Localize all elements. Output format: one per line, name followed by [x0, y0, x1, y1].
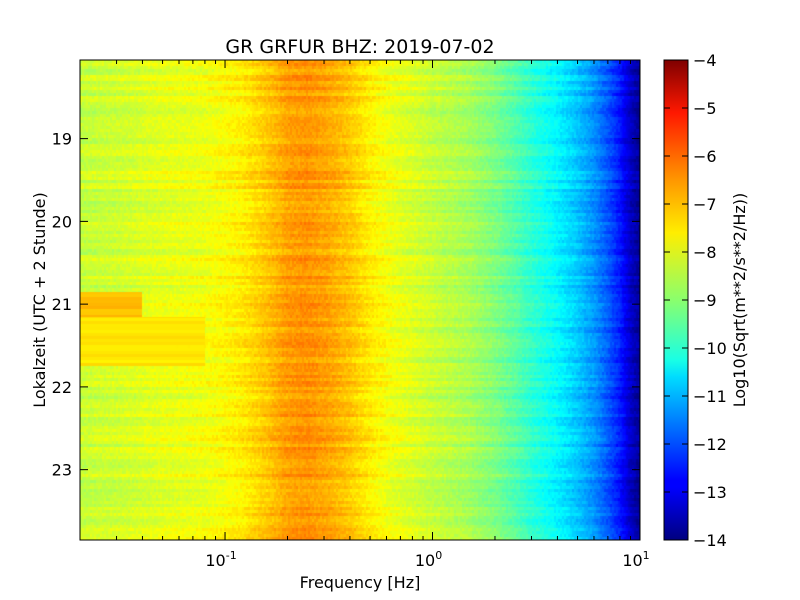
colorbar-tick-label: −5: [693, 99, 717, 118]
x-tick-label: 100: [415, 549, 442, 570]
colorbar-tick-label: −10: [693, 339, 727, 358]
plot-area: [79, 59, 641, 541]
x-axis: 10-1 100 101: [79, 60, 650, 570]
colorbar-tick-label: −13: [693, 483, 727, 502]
x-tick-label: 101: [622, 549, 649, 570]
colorbar-tick-label: −12: [693, 435, 727, 454]
x-tick-label: 10-1: [205, 549, 236, 570]
colorbar-tick-label: −8: [693, 243, 717, 262]
y-tick-label: 19: [52, 130, 72, 149]
y-tick-label: 20: [52, 212, 72, 231]
x-tick-exponent: 0: [435, 549, 442, 562]
colorbar-tick-label: −7: [693, 195, 717, 214]
y-tick-label: 22: [52, 378, 72, 397]
y-axis: 19 20 21 22 23: [52, 130, 640, 480]
colorbar-tick-label: −9: [693, 291, 717, 310]
chart-title: GR GRFUR BHZ: 2019-07-02: [225, 36, 494, 58]
colorbar-ticks: −4 −5 −6 −7 −8 −9 −10 −11 −12 −13 −14: [664, 51, 727, 550]
x-tick-exponent: 1: [643, 549, 650, 562]
x-tick-exponent: -1: [226, 549, 237, 562]
colorbar-tick-label: −6: [693, 147, 717, 166]
colorbar-tick-label: −4: [693, 51, 717, 70]
plot-frame: [79, 59, 641, 541]
y-axis-label: Lokalzeit (UTC + 2 Stunde): [30, 192, 49, 407]
colorbar-label: Log10(Sqrt(m**2/s**2/Hz)): [730, 193, 749, 408]
spectrogram-heatmap: [80, 60, 640, 540]
y-tick-label: 23: [52, 461, 72, 480]
y-tick-label: 21: [52, 295, 72, 314]
x-axis-label: Frequency [Hz]: [300, 573, 421, 592]
colorbar-tick-label: −14: [693, 531, 727, 550]
colorbar: −4 −5 −6 −7 −8 −9 −10 −11 −12 −13 −14 Log10(Sqrt(m…: [663, 51, 749, 550]
colorbar-tick-label: −11: [693, 387, 727, 406]
